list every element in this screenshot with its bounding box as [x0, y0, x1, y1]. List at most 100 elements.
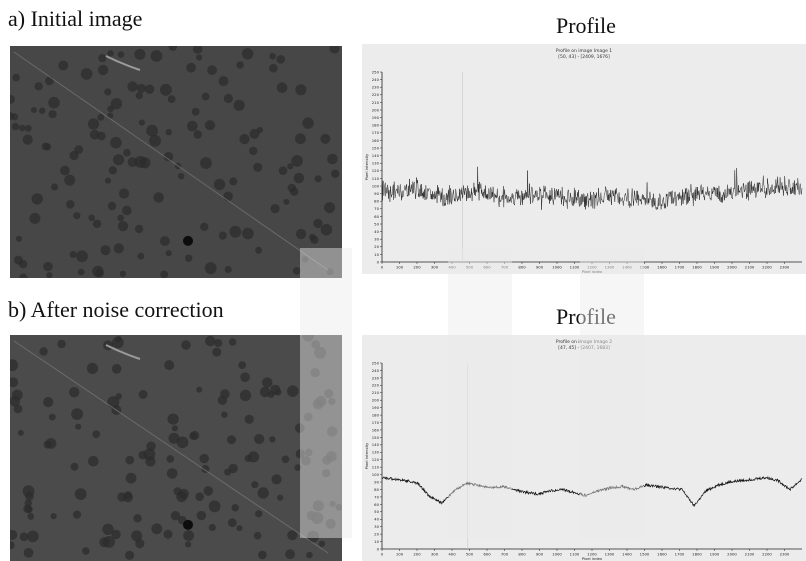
x-tick-label: 600: [483, 552, 491, 557]
dark-cell-dot: [251, 481, 259, 489]
dark-cell-dot: [43, 261, 53, 272]
x-tick-label: 900: [536, 552, 544, 557]
profile-plot-after-noise-correction: Profile on image Image 2 [47, 45] - [2407…: [362, 335, 806, 561]
dark-cell-dot: [227, 435, 236, 445]
dark-cell-dot: [208, 523, 216, 532]
dark-cell-dot: [314, 175, 322, 183]
dark-cell-dot: [48, 96, 60, 109]
dark-cell-dot: [18, 124, 26, 132]
y-tick-label: 130: [372, 450, 380, 455]
dark-cell-dot: [189, 432, 197, 440]
dark-cell-dot: [271, 474, 282, 485]
y-axis-label: Pixel intensity: [364, 153, 369, 180]
y-tick-label: 220: [372, 383, 380, 388]
x-tick-label: 1300: [605, 552, 615, 557]
dark-cell-dot: [70, 462, 79, 471]
dark-cell-dot: [228, 463, 238, 474]
plot-subtitle: [47, 45] - [2407, 1683]: [558, 345, 610, 351]
dark-cell-dot: [117, 492, 127, 502]
dark-cell-dot: [12, 73, 20, 82]
dark-cell-dot: [278, 166, 288, 175]
dark-cell-dot: [229, 338, 237, 346]
x-tick-label: 1600: [657, 265, 667, 270]
x-tick-label: 900: [536, 265, 544, 270]
dark-cell-dot: [255, 510, 263, 518]
dark-cell-dot: [223, 191, 233, 202]
dark-cell-dot: [19, 532, 29, 542]
dark-cell-dot: [229, 225, 242, 238]
dark-cell-dot: [138, 119, 145, 126]
profile-series-line: [381, 475, 803, 508]
x-tick-label: 1200: [587, 265, 597, 270]
dark-cell-dot: [170, 511, 181, 521]
dark-cell-dot: [201, 92, 210, 101]
dark-cell-dot: [46, 272, 53, 278]
dark-cell-dot: [149, 134, 162, 147]
dark-cell-dot: [168, 432, 180, 444]
dark-cell-dot: [82, 547, 90, 555]
dark-cell-dot: [302, 335, 314, 342]
dark-cell-dot: [259, 386, 271, 398]
y-tick-label: 110: [372, 176, 380, 181]
dark-cell-dot: [221, 411, 228, 418]
x-axis-label: Pixel index: [582, 269, 603, 274]
dark-cell-dot: [43, 397, 54, 408]
dark-cell-dot: [123, 148, 131, 157]
dark-cell-dot: [287, 163, 294, 170]
dark-cell-dot: [89, 129, 100, 140]
dark-cell-dot: [77, 268, 85, 276]
dark-cell-dot: [66, 200, 75, 209]
x-tick-label: 2200: [762, 552, 772, 557]
dark-cell-dot: [146, 124, 159, 137]
y-tick-label: 80: [374, 487, 379, 492]
dark-cell-dot: [218, 76, 229, 87]
y-tick-label: 120: [372, 457, 380, 462]
dark-cell-dot: [311, 340, 321, 349]
dark-cell-dot: [163, 152, 174, 162]
x-tick-label: 2000: [727, 265, 737, 270]
dark-cell-dot: [108, 166, 118, 175]
dark-cell-dot: [71, 408, 83, 420]
dark-cell-dot: [150, 50, 163, 62]
dark-cell-dot: [258, 550, 267, 560]
particle-dot: [183, 519, 193, 530]
dark-cell-dot: [166, 468, 178, 479]
x-tick-label: 2100: [745, 552, 755, 557]
dark-cell-dot: [97, 113, 105, 121]
x-tick-label: 0: [381, 552, 384, 557]
x-tick-label: 200: [413, 552, 421, 557]
dark-cell-dot: [199, 453, 209, 464]
surface-scratch: [105, 55, 141, 71]
dark-cell-dot: [92, 430, 101, 439]
dark-cell-dot: [74, 145, 84, 154]
profile-line-marker: [13, 340, 329, 554]
dark-cell-dot: [191, 107, 200, 116]
dark-cell-dot: [113, 154, 125, 166]
y-tick-label: 10: [374, 539, 379, 544]
dark-cell-dot: [296, 228, 307, 240]
y-tick-label: 40: [374, 229, 379, 234]
x-tick-label: 1300: [605, 265, 615, 270]
x-tick-label: 2300: [780, 552, 790, 557]
dark-cell-dot: [10, 359, 19, 372]
y-tick-label: 80: [374, 199, 379, 204]
dark-cell-dot: [10, 95, 15, 104]
profile-heading-bottom: Profile: [556, 304, 616, 329]
y-tick-label: 50: [374, 509, 379, 514]
dark-cell-dot: [103, 536, 115, 548]
y-tick-label: 180: [372, 123, 380, 128]
dark-cell-dot: [41, 142, 50, 151]
dark-cell-dot: [295, 84, 307, 96]
plot-title: Profile on image Image 1: [556, 48, 612, 54]
dark-cell-dot: [244, 414, 254, 424]
dark-cell-dot: [98, 54, 107, 63]
dark-cell-dot: [131, 530, 143, 542]
dark-cell-dot: [312, 399, 324, 410]
dark-cell-dot: [43, 440, 52, 449]
dark-cell-dot: [176, 436, 189, 449]
dark-cell-dot: [295, 133, 306, 145]
dark-cell-dot: [86, 362, 99, 374]
dark-cell-dot: [329, 500, 336, 507]
dark-cell-dot: [310, 368, 320, 378]
x-tick-label: 300: [431, 552, 439, 557]
